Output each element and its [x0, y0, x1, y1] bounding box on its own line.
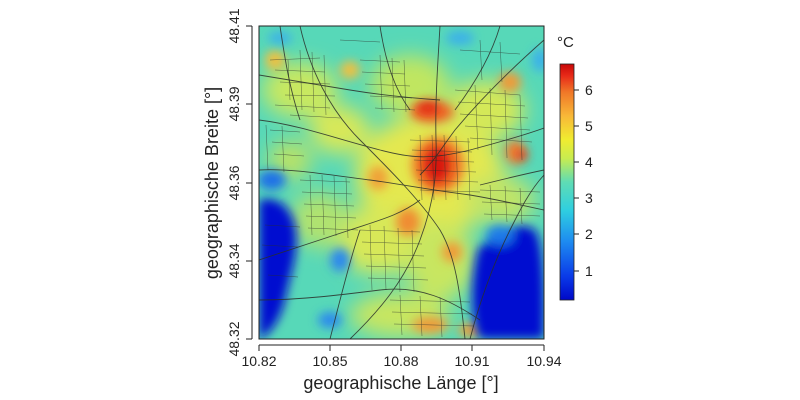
colorbar-tick-label: 3 — [585, 190, 593, 206]
colorbar-tick-label: 2 — [585, 226, 593, 242]
x-tick-label: 10.82 — [241, 353, 276, 369]
y-tick-label: 48.36 — [226, 165, 242, 200]
colorbar-unit: °C — [557, 34, 574, 51]
map-panel — [259, 26, 544, 339]
street-grid — [261, 39, 541, 338]
core-zones — [416, 102, 527, 183]
y-tick-label: 48.41 — [226, 8, 242, 43]
map-frame — [258, 25, 545, 340]
y-tick-label: 48.39 — [226, 86, 242, 121]
colorbar-gradient — [559, 63, 575, 301]
colorbar: °C 1 2 3 4 5 6 — [557, 34, 593, 301]
colorbar-tick-label: 5 — [585, 118, 593, 134]
x-axis-title: geographische Länge [°] — [303, 373, 498, 393]
colorbar-tick-label: 1 — [585, 263, 593, 279]
y-axis-title: geographische Breite [°] — [202, 87, 222, 279]
cold-zones — [259, 31, 544, 339]
warm-zones — [262, 55, 535, 337]
y-axis: 48.32 48.34 48.36 48.39 48.41 geographis… — [202, 8, 253, 357]
x-tick-label: 10.94 — [526, 353, 561, 369]
colorbar-tick-label: 6 — [585, 82, 593, 98]
x-tick-label: 10.85 — [312, 353, 347, 369]
x-tick-label: 10.91 — [454, 353, 489, 369]
y-tick-label: 48.34 — [226, 243, 242, 278]
y-tick-label: 48.32 — [226, 321, 242, 356]
x-tick-label: 10.88 — [383, 353, 418, 369]
colorbar-tick-label: 4 — [585, 154, 593, 170]
x-axis: 10.82 10.85 10.88 10.91 10.94 geographis… — [241, 344, 562, 393]
